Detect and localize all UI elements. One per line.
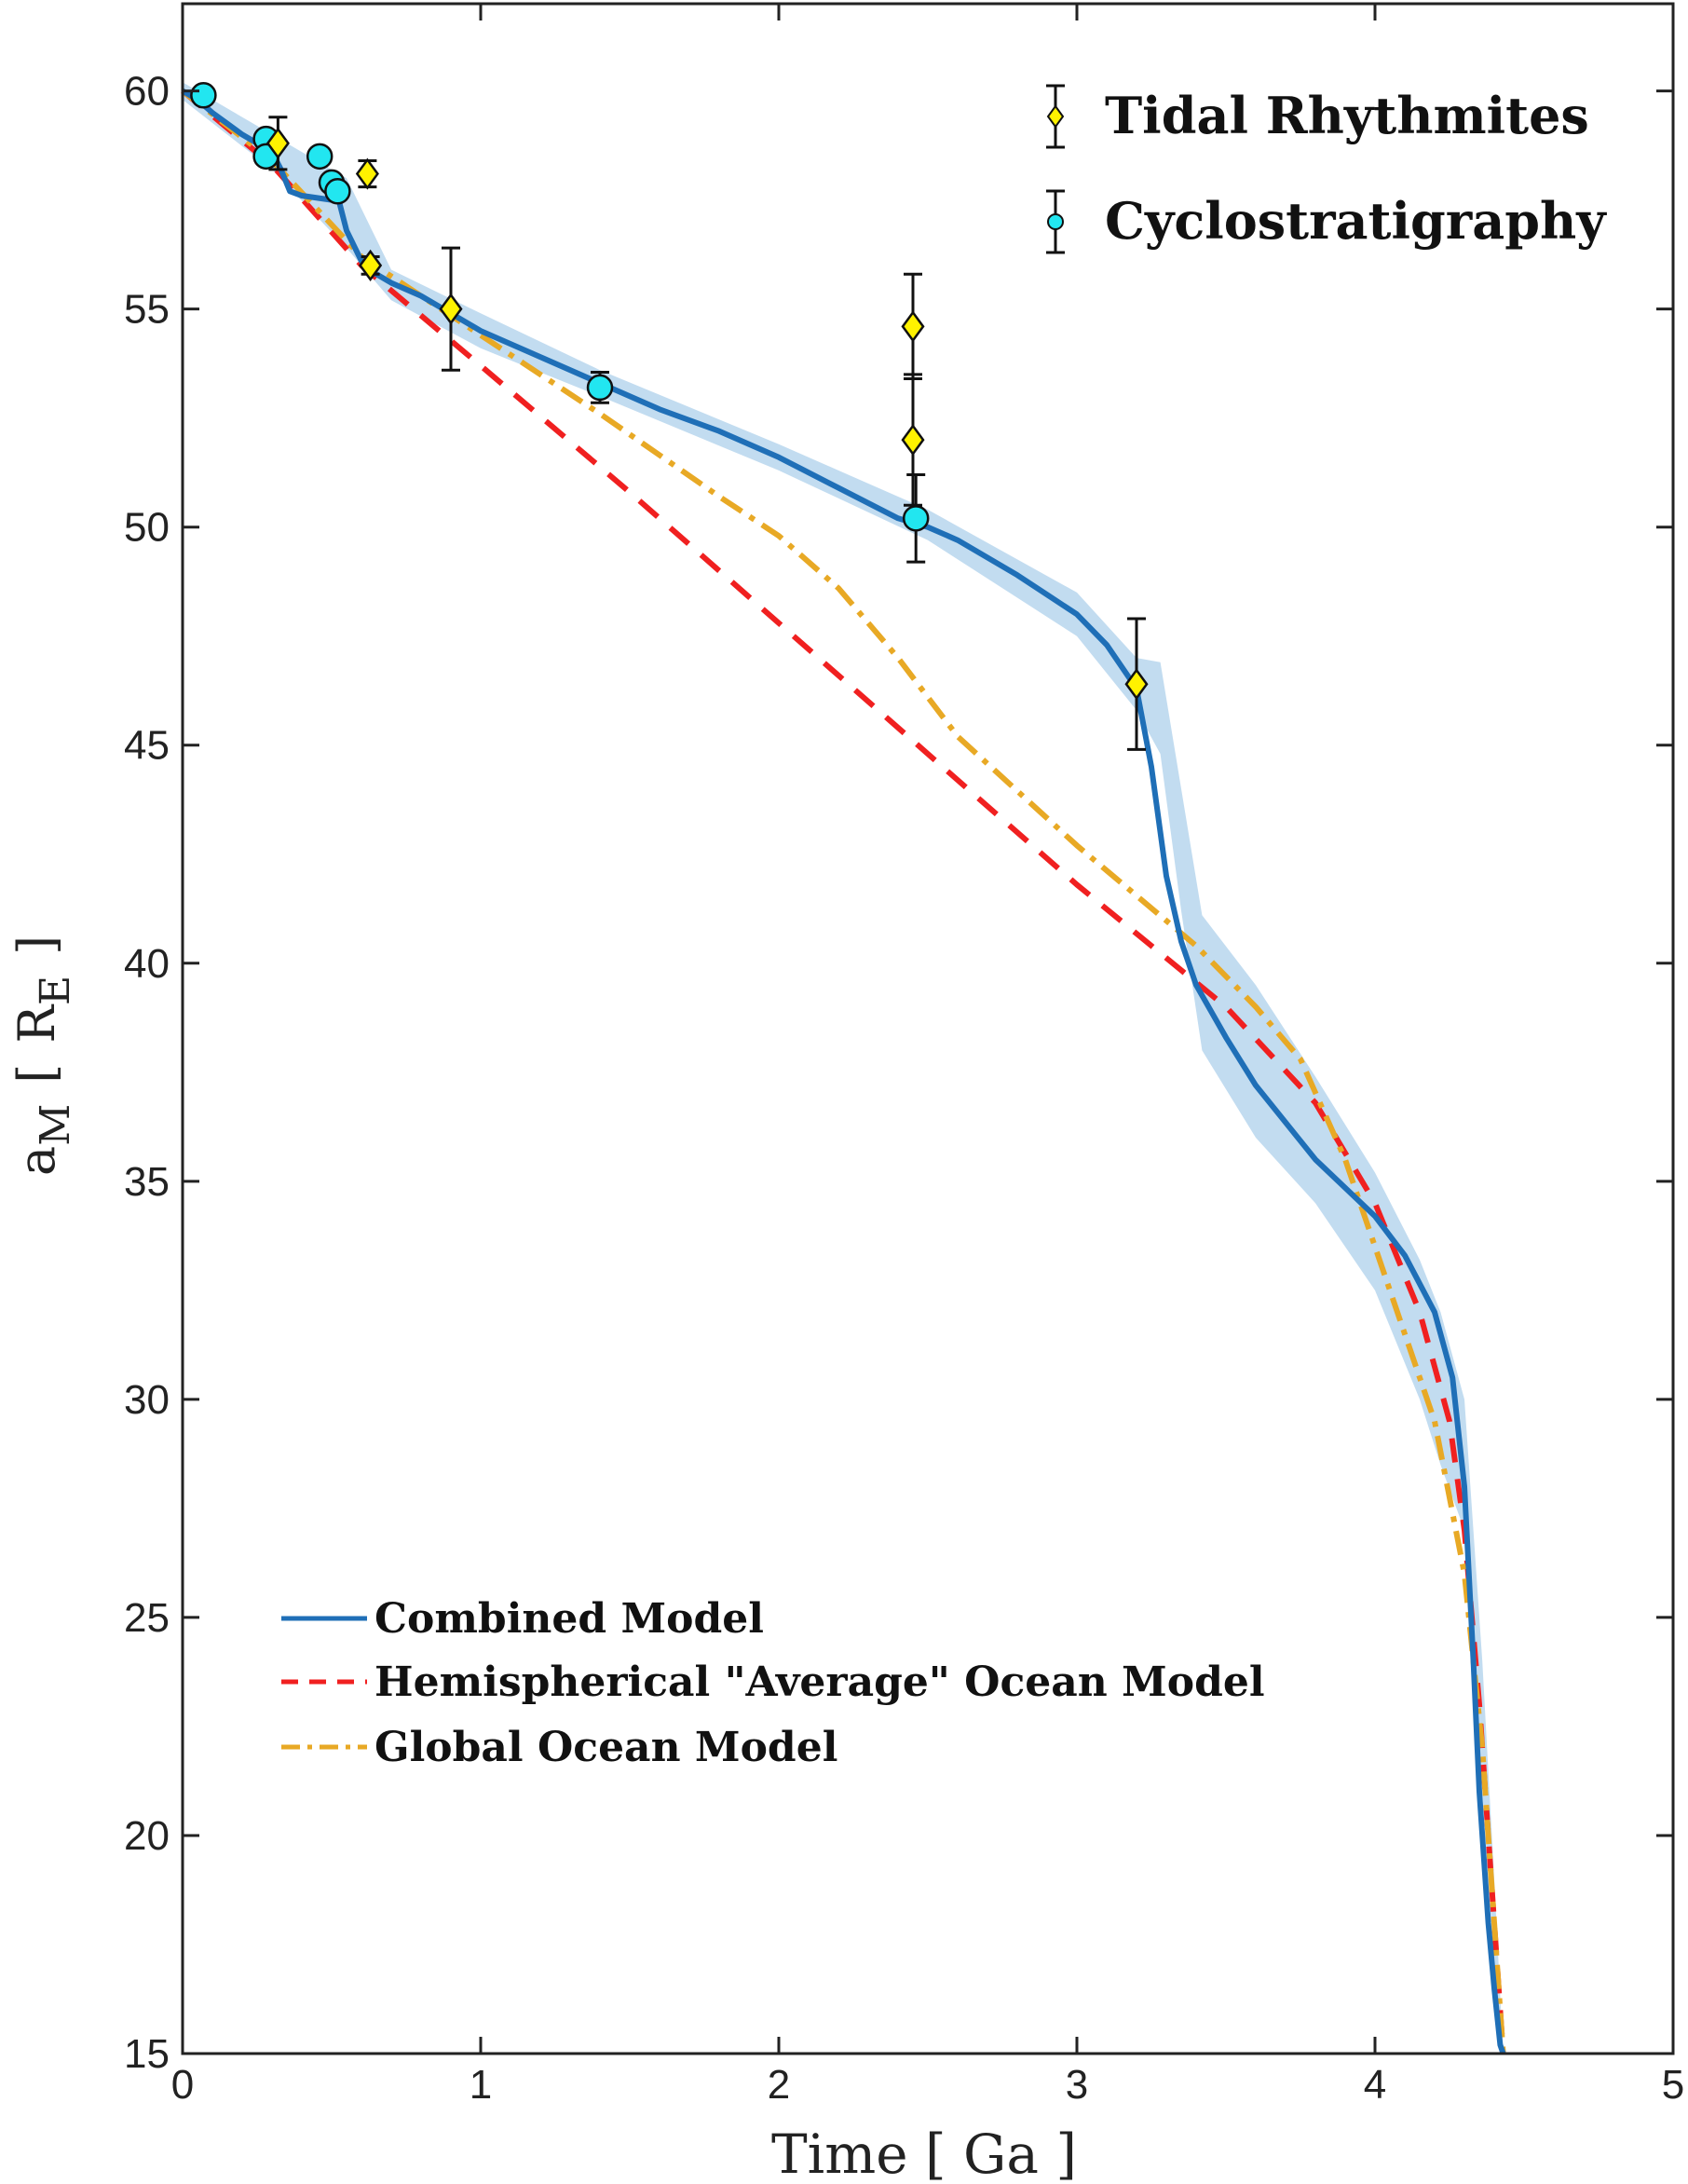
cyclostratigraphy-point (306, 143, 334, 171)
tidal-rhythmite-point (359, 249, 383, 281)
y-tick-label: 45 (124, 723, 170, 769)
cyclostratigraphy-point (190, 82, 217, 109)
tidal-rhythmite-point (1124, 668, 1149, 701)
x-tick-label: 4 (1364, 2062, 1386, 2108)
series-layer (181, 89, 1506, 2054)
y-tick-label: 40 (124, 941, 170, 987)
y-axis-title-close: ] (7, 935, 66, 955)
x-tick-label: 1 (470, 2062, 492, 2108)
x-tick-label: 3 (1066, 2062, 1088, 2108)
y-axis-title: aM [ RE] (7, 935, 79, 1176)
y-tick-label: 30 (124, 1377, 170, 1423)
y-axis-title-open: [ (7, 1064, 66, 1084)
cyclostratigraphy-point (586, 374, 614, 402)
series-line-solid (181, 89, 1506, 2054)
plot-frame (181, 2, 1675, 2055)
uncertainty-band-layer (183, 82, 1504, 2054)
svg-text:aM[RE]: aM [ RE] (7, 935, 79, 1176)
tidal-rhythmite-point (265, 127, 290, 159)
tidal-rhythmite-point (355, 157, 379, 190)
y-tick-label: 25 (124, 1595, 170, 1641)
series-line-dashdot (181, 89, 1506, 2054)
legend-circle-marker (1047, 213, 1064, 230)
y-axis-title-r: R (7, 1004, 66, 1044)
y-tick-label: 50 (124, 505, 170, 551)
uncertainty-band (183, 82, 1504, 2054)
cyclostratigraphy-point (324, 178, 351, 205)
legend-label: Tidal Rhythmites (1105, 86, 1589, 145)
y-tick-label: 15 (124, 2031, 170, 2077)
tidal-rhythmite-point (901, 423, 925, 457)
y-tick-label: 20 (124, 1813, 170, 1859)
legend-label: Hemispherical "Average" Ocean Model (374, 1658, 1265, 1706)
legend-label: Combined Model (374, 1595, 764, 1643)
data-points-layer (190, 82, 1149, 751)
legend-layer: Tidal Rhythmites Cyclostratigraphy Combine… (281, 84, 1607, 1771)
legend-label: Global Ocean Model (374, 1724, 837, 1771)
x-tick-label: 5 (1662, 2062, 1684, 2108)
y-axis-title-r-sub: E (32, 976, 79, 1005)
x-tick-label: 0 (171, 2062, 194, 2108)
y-tick-label: 35 (124, 1159, 170, 1205)
y-tick-label: 60 (124, 69, 170, 115)
legend-label: Cyclostratigraphy (1105, 191, 1607, 251)
y-axis-title-a-sub: M (32, 1104, 79, 1146)
tidal-rhythmite-point (901, 310, 925, 343)
x-tick-label: 2 (768, 2062, 790, 2108)
cyclostratigraphy-point (902, 505, 930, 532)
y-axis-title-a: a (7, 1146, 66, 1176)
legend-diamond-marker (1046, 104, 1065, 129)
x-axis-title: Time [ Ga ] (771, 2123, 1077, 2184)
y-tick-label: 55 (124, 287, 170, 333)
tidal-rhythmite-point (439, 293, 463, 325)
